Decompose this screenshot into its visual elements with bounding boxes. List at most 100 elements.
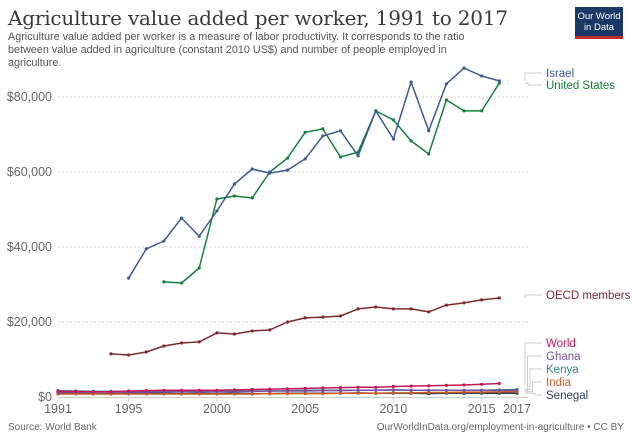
data-point[interactable] xyxy=(497,381,501,386)
data-point[interactable] xyxy=(321,386,325,390)
data-point[interactable] xyxy=(197,388,201,392)
data-point[interactable] xyxy=(127,389,131,393)
data-point[interactable] xyxy=(250,329,254,333)
data-point[interactable] xyxy=(497,81,501,85)
data-point[interactable] xyxy=(480,109,484,113)
data-point[interactable] xyxy=(91,390,95,394)
data-point[interactable] xyxy=(215,388,219,392)
data-point[interactable] xyxy=(162,392,166,396)
data-point[interactable] xyxy=(268,328,272,332)
data-point[interactable] xyxy=(109,352,113,356)
data-point[interactable] xyxy=(232,332,237,336)
data-point[interactable] xyxy=(480,388,484,392)
owid-logo[interactable]: Our World in Data xyxy=(575,7,623,39)
legend-item-ghana[interactable]: Ghana xyxy=(525,351,581,391)
data-point[interactable] xyxy=(144,389,148,393)
data-point[interactable] xyxy=(391,391,395,395)
data-point[interactable] xyxy=(321,389,325,393)
data-point[interactable] xyxy=(215,331,219,335)
data-point[interactable] xyxy=(215,209,219,213)
data-point[interactable] xyxy=(144,350,148,354)
data-point[interactable] xyxy=(232,392,237,396)
data-point[interactable] xyxy=(409,384,413,388)
data-point[interactable] xyxy=(427,129,431,133)
legend-item-israel[interactable]: Israel xyxy=(524,68,574,81)
legend-item-oecd-members[interactable]: OECD members xyxy=(524,290,631,302)
data-point[interactable] xyxy=(480,74,484,78)
data-point[interactable] xyxy=(409,139,413,143)
data-point[interactable] xyxy=(356,307,360,311)
data-point[interactable] xyxy=(197,392,201,396)
data-point[interactable] xyxy=(444,388,448,392)
data-point[interactable] xyxy=(285,320,290,324)
data-point[interactable] xyxy=(232,182,237,186)
legend-label[interactable]: OECD members xyxy=(546,290,631,302)
data-point[interactable] xyxy=(285,389,290,393)
series-line[interactable] xyxy=(110,297,500,356)
data-point[interactable] xyxy=(74,389,78,393)
data-point[interactable] xyxy=(215,392,219,396)
data-point[interactable] xyxy=(180,341,184,345)
data-point[interactable] xyxy=(497,388,501,392)
data-point[interactable] xyxy=(180,281,184,285)
data-point[interactable] xyxy=(197,266,201,270)
data-point[interactable] xyxy=(515,388,519,392)
footer-link[interactable]: OurWorldInData.org/employment-in-agricul… xyxy=(376,422,624,433)
data-point[interactable] xyxy=(285,392,290,396)
data-point[interactable] xyxy=(338,386,343,390)
data-point[interactable] xyxy=(268,387,272,391)
data-point[interactable] xyxy=(338,391,343,395)
data-point[interactable] xyxy=(197,234,201,238)
series-oecd-members[interactable] xyxy=(109,296,501,357)
data-point[interactable] xyxy=(338,129,343,133)
data-point[interactable] xyxy=(462,66,466,70)
data-point[interactable] xyxy=(268,171,272,175)
data-point[interactable] xyxy=(444,82,448,86)
data-point[interactable] xyxy=(444,383,448,387)
legend-item-world[interactable]: World xyxy=(524,338,576,384)
data-point[interactable] xyxy=(356,154,360,158)
data-point[interactable] xyxy=(321,315,325,319)
data-point[interactable] xyxy=(250,387,254,392)
data-point[interactable] xyxy=(391,307,395,311)
data-point[interactable] xyxy=(268,392,272,396)
legend-label[interactable]: Kenya xyxy=(546,364,579,376)
data-point[interactable] xyxy=(497,296,501,300)
data-point[interactable] xyxy=(374,388,378,392)
legend-item-senegal[interactable]: Senegal xyxy=(525,390,588,402)
series-united-states[interactable] xyxy=(162,81,501,285)
data-point[interactable] xyxy=(356,385,360,389)
data-point[interactable] xyxy=(127,353,131,357)
data-point[interactable] xyxy=(409,307,413,311)
data-point[interactable] xyxy=(285,168,290,172)
data-point[interactable] xyxy=(444,98,448,102)
data-point[interactable] xyxy=(250,392,254,396)
data-point[interactable] xyxy=(285,387,290,391)
data-point[interactable] xyxy=(321,134,325,138)
data-point[interactable] xyxy=(303,157,307,161)
data-point[interactable] xyxy=(391,137,395,141)
series-line[interactable] xyxy=(127,67,500,279)
data-point[interactable] xyxy=(409,388,413,392)
data-point[interactable] xyxy=(338,155,343,159)
data-point[interactable] xyxy=(144,247,148,251)
data-point[interactable] xyxy=(162,280,166,284)
data-point[interactable] xyxy=(462,383,466,387)
data-point[interactable] xyxy=(480,298,484,302)
data-point[interactable] xyxy=(462,301,466,305)
data-point[interactable] xyxy=(462,109,466,113)
data-point[interactable] xyxy=(162,344,166,348)
data-point[interactable] xyxy=(232,388,237,392)
data-point[interactable] xyxy=(444,390,448,395)
data-point[interactable] xyxy=(391,384,395,389)
data-point[interactable] xyxy=(162,239,166,243)
data-point[interactable] xyxy=(427,152,431,156)
data-point[interactable] xyxy=(197,340,201,344)
data-point[interactable] xyxy=(391,388,395,392)
data-point[interactable] xyxy=(162,388,166,392)
data-point[interactable] xyxy=(462,388,466,392)
data-point[interactable] xyxy=(232,194,237,198)
series-line[interactable] xyxy=(163,82,500,284)
data-point[interactable] xyxy=(250,196,254,200)
legend-label[interactable]: Ghana xyxy=(546,351,581,363)
